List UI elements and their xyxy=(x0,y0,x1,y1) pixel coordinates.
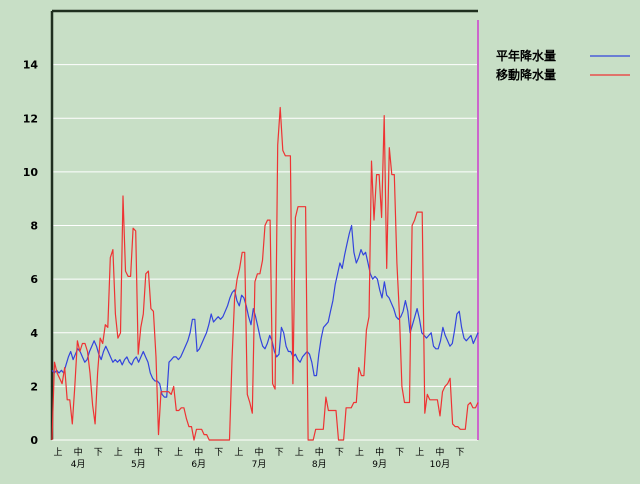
x-period-label: 上 xyxy=(114,447,123,458)
series-layer xyxy=(51,106,479,441)
x-period-label: 上 xyxy=(415,447,424,458)
y-tick-label: 2 xyxy=(30,380,38,393)
x-period-label: 中 xyxy=(74,446,83,458)
y-tick-label: 10 xyxy=(23,166,39,179)
y-tick-label: 12 xyxy=(23,112,38,125)
y-tick-label: 14 xyxy=(23,59,39,72)
x-period-label: 中 xyxy=(134,446,143,458)
x-month-label: 7月 xyxy=(252,459,267,470)
x-period-label: 下 xyxy=(154,448,163,458)
x-month-label: 5月 xyxy=(131,459,146,470)
x-period-label: 上 xyxy=(234,447,243,458)
x-period-label: 中 xyxy=(254,446,263,458)
x-month-label: 8月 xyxy=(312,459,327,470)
x-period-label: 下 xyxy=(275,448,284,458)
x-period-label: 上 xyxy=(174,447,183,458)
x-month-label: 6月 xyxy=(191,459,206,470)
x-period-label: 上 xyxy=(53,447,62,458)
x-period-label: 下 xyxy=(455,448,464,458)
x-period-label: 下 xyxy=(214,448,223,458)
axis-layer: 02468101214上中下上中下上中下上中下上中下上中下上中下4月 5月 6月 7月… xyxy=(23,9,479,470)
x-period-label: 下 xyxy=(395,448,404,458)
x-period-label: 中 xyxy=(375,446,384,458)
x-month-label: 10月 xyxy=(430,459,450,470)
x-period-label: 中 xyxy=(435,446,444,458)
y-tick-label: 0 xyxy=(30,434,38,447)
y-tick-label: 8 xyxy=(30,220,38,233)
legend-label-0: 平年降水量 xyxy=(496,48,556,63)
x-month-label: 9月 xyxy=(372,459,387,470)
y-tick-label: 4 xyxy=(30,327,38,340)
x-period-label: 上 xyxy=(295,447,304,458)
y-tick-label: 6 xyxy=(30,273,38,286)
x-period-label: 中 xyxy=(315,446,324,458)
x-period-label: 上 xyxy=(355,447,364,458)
x-period-label: 下 xyxy=(335,448,344,458)
x-period-label: 中 xyxy=(194,446,203,458)
x-period-label: 下 xyxy=(94,448,103,458)
series-line-0 xyxy=(51,224,479,398)
x-month-label: 4月 xyxy=(71,459,86,470)
series-line-1 xyxy=(51,106,479,441)
legend-label-1: 移動降水量 xyxy=(496,67,556,82)
